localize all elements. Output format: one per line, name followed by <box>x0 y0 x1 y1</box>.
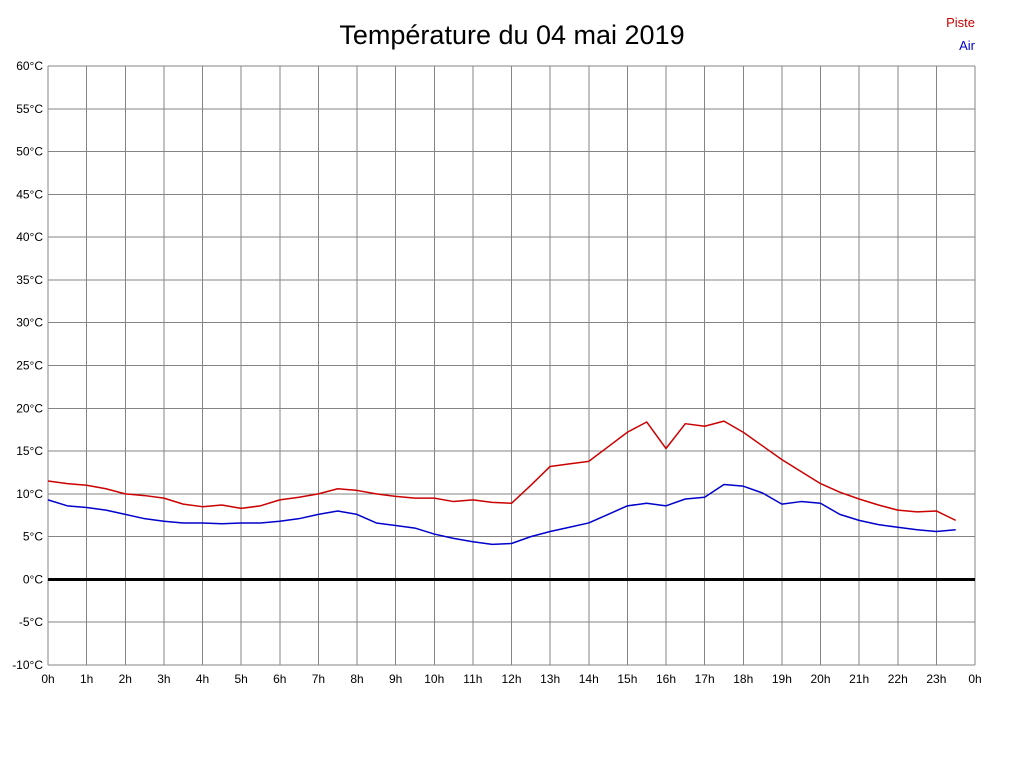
x-tick-label: 14h <box>579 672 599 686</box>
y-tick-label: 25°C <box>16 359 43 373</box>
y-tick-label: 55°C <box>16 102 43 116</box>
x-tick-label: 23h <box>926 672 946 686</box>
legend: Piste Air <box>946 12 975 58</box>
x-tick-label: 20h <box>810 672 830 686</box>
x-tick-label: 7h <box>312 672 325 686</box>
chart-title: Température du 04 mai 2019 <box>339 20 685 50</box>
x-tick-label: 16h <box>656 672 676 686</box>
x-tick-label: 15h <box>617 672 637 686</box>
x-tick-label: 22h <box>888 672 908 686</box>
y-tick-label: 30°C <box>16 316 43 330</box>
x-tick-label: 5h <box>234 672 247 686</box>
x-tick-label: 0h <box>968 672 981 686</box>
legend-item-piste: Piste <box>946 15 975 30</box>
x-tick-label: 4h <box>196 672 209 686</box>
x-tick-label: 17h <box>695 672 715 686</box>
x-tick-label: 3h <box>157 672 170 686</box>
piste-line <box>47 420 957 522</box>
x-tick-label: 21h <box>849 672 869 686</box>
x-tick-label: 18h <box>733 672 753 686</box>
x-tick-label: 9h <box>389 672 402 686</box>
y-tick-label: 50°C <box>16 145 43 159</box>
y-tick-label: 45°C <box>16 187 43 201</box>
x-tick-label: 13h <box>540 672 560 686</box>
x-tick-label: 8h <box>350 672 363 686</box>
y-tick-label: 35°C <box>16 273 43 287</box>
y-tick-label: 40°C <box>16 230 43 244</box>
y-tick-label: 5°C <box>23 530 43 544</box>
y-tick-label: 10°C <box>16 487 43 501</box>
air-line <box>47 483 956 546</box>
x-tick-label: 2h <box>119 672 132 686</box>
y-tick-label: -10°C <box>12 658 43 672</box>
x-tick-label: 19h <box>772 672 792 686</box>
y-tick-label: 0°C <box>23 572 43 586</box>
x-tick-label: 0h <box>41 672 54 686</box>
x-tick-label: 1h <box>80 672 93 686</box>
x-tick-label: 11h <box>463 672 482 686</box>
legend-item-air: Air <box>959 37 975 53</box>
y-tick-label: 60°C <box>16 59 43 73</box>
y-tick-label: -5°C <box>19 615 43 629</box>
x-tick-label: 12h <box>501 672 521 686</box>
x-tick-label: 6h <box>273 672 286 686</box>
y-tick-label: 20°C <box>16 401 43 415</box>
y-tick-label: 15°C <box>16 444 43 458</box>
x-tick-label: 10h <box>424 672 444 686</box>
